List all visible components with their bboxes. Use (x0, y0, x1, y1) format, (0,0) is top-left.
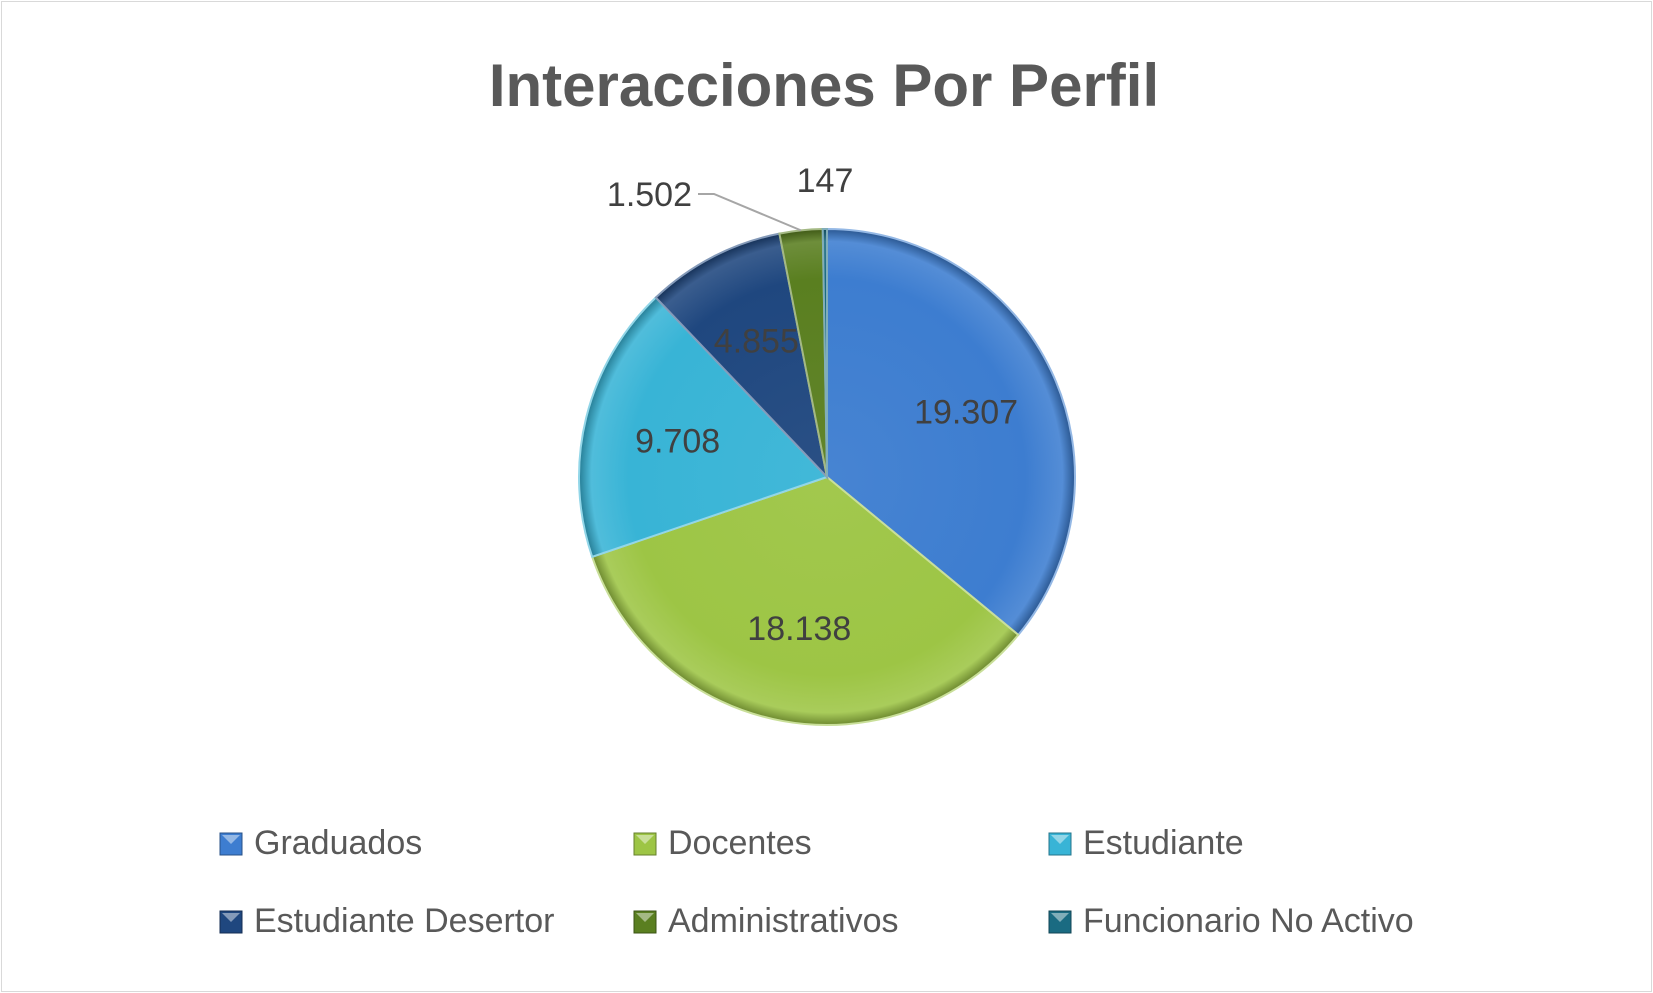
data-label-estudiante: 9.708 (635, 422, 720, 460)
pie-slices (578, 227, 1076, 726)
data-labels: 19.307 18.138 9.708 4.855 1.502 147 (607, 162, 1018, 648)
pie-slice-estudiante-desertor (654, 232, 829, 481)
legend-item-estudiante-desertor: Estudiante Desertor (219, 902, 555, 940)
legend-label-estudiante-desertor: Estudiante Desertor (254, 902, 555, 940)
legend-label-administrativos: Administrativos (668, 902, 899, 940)
legend-swatch-highlight-funcionario-no-activo (1051, 913, 1069, 922)
data-label-graduados: 19.307 (914, 393, 1018, 431)
legend-label-estudiante: Estudiante (1083, 824, 1244, 862)
legend-swatch-highlight-estudiante (1051, 835, 1069, 844)
chart-title: Interacciones Por Perfil (489, 52, 1159, 119)
legend-label-graduados: Graduados (254, 824, 422, 862)
legend-item-docentes: Docentes (633, 824, 812, 862)
pie-slice-docentes (590, 475, 1020, 726)
legend-item-administrativos: Administrativos (633, 902, 899, 940)
data-label-estudiante-desertor: 4.855 (714, 322, 799, 360)
legend-swatch-highlight-estudiante-desertor (222, 913, 240, 922)
data-label-docentes: 18.138 (747, 610, 851, 648)
legend-item-graduados: Graduados (219, 824, 422, 862)
data-label-funcionario-no-activo: 147 (797, 162, 854, 200)
pie-slice-estudiante (578, 296, 829, 559)
legend-swatch-highlight-administrativos (636, 913, 654, 922)
legend-label-docentes: Docentes (668, 824, 812, 862)
legend-item-estudiante: Estudiante (1048, 824, 1244, 862)
legend-label-funcionario-no-activo: Funcionario No Activo (1083, 902, 1414, 940)
pie-slice-funcionario-no-activo (821, 227, 828, 478)
legend-swatch-highlight-graduados (222, 835, 240, 844)
legend-swatch-highlight-docentes (636, 835, 654, 844)
legend-item-funcionario-no-activo: Funcionario No Activo (1048, 902, 1414, 940)
data-label-administrativos: 1.502 (607, 176, 692, 214)
pie-slice-graduados (826, 227, 1076, 637)
legend: Graduados Docentes Estudiante Estudiante De… (219, 824, 1414, 940)
leader-lines (698, 193, 802, 232)
leader-line-administrativos (698, 193, 802, 232)
